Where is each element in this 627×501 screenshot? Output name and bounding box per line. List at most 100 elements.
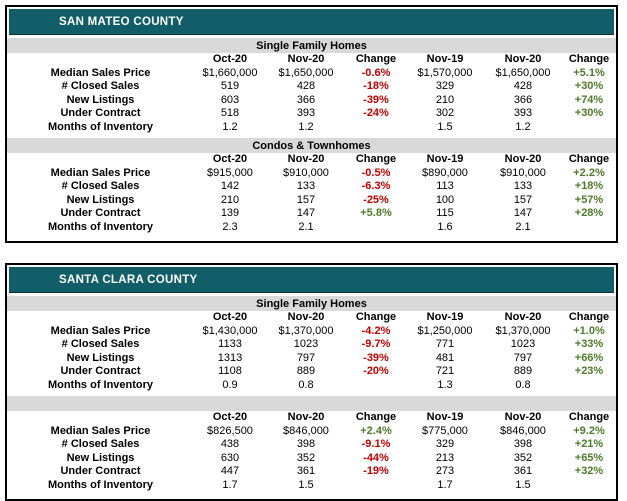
column-header: Oct-20 [212,53,248,66]
value-cell: 147 [513,207,533,220]
value-cell: 518 [220,107,240,120]
value-cell: 721 [435,365,455,378]
value-cell: 366 [513,93,533,106]
value-cell: 0.9 [222,378,238,391]
santa-clara-county-table: SANTA CLARA COUNTY Single Family Homes Oc… [5,263,618,501]
column-header: Change [568,153,610,166]
column-header: Nov-19 [426,411,464,424]
change-cell: -19% [363,465,389,478]
section-title-band [7,396,616,411]
row-label: Months of Inventory [47,120,154,133]
value-cell: 603 [220,93,240,106]
value-cell: 1313 [217,351,243,364]
value-cell: $1,370,000 [278,324,334,337]
section-1: Condos & Townhomes Oct-20 Nov-20 Change Nov-… [7,138,616,234]
data-row: Under Contract 447 361 -19% 273 361 +32% [7,465,616,479]
county-title: SANTA CLARA COUNTY [59,273,198,286]
value-cell: 2.1 [515,220,531,233]
value-cell: 428 [513,80,533,93]
header-row: Oct-20 Nov-20 Change Nov-19 Nov-20 Change [7,53,616,67]
table-body: Single Family Homes Oct-20 Nov-20 Change Nov… [7,296,616,499]
row-label: Under Contract [60,107,141,120]
change-cell: -44% [363,451,389,464]
row-label: Median Sales Price [50,166,151,179]
value-cell: 428 [296,80,316,93]
column-header: Change [568,53,610,66]
value-cell: 1.5 [437,120,453,133]
row-label: New Listings [66,451,135,464]
change-cell: -24% [363,107,389,120]
value-cell: 133 [296,180,316,193]
value-cell: $1,660,000 [202,66,258,79]
column-header: Nov-20 [504,411,542,424]
change-cell: +1.0% [573,324,605,337]
change-cell: -6.3% [361,180,391,193]
value-cell: 1.2 [222,120,238,133]
change-cell: -18% [363,80,389,93]
value-cell: 1023 [293,338,319,351]
value-cell: 393 [513,107,533,120]
data-row: New Listings 1313 797 -39% 481 797 +66% [7,352,616,366]
value-cell: 361 [296,465,316,478]
value-cell: 1.2 [515,120,531,133]
section-0: Single Family Homes Oct-20 Nov-20 Change Nov… [7,296,616,392]
data-row: # Closed Sales 438 398 -9.1% 329 398 +21% [7,438,616,452]
change-cell: +33% [574,338,604,351]
value-cell: 2.1 [298,220,314,233]
value-cell: 519 [220,80,240,93]
change-cell: -25% [363,193,389,206]
column-header: Oct-20 [212,153,248,166]
value-cell: 393 [296,107,316,120]
change-cell: -0.5% [361,166,391,179]
section-1: Oct-20 Nov-20 Change Nov-19 Nov-20 Change Medi… [7,396,616,492]
data-row: # Closed Sales 142 133 -6.3% 113 133 +18% [7,180,616,194]
value-cell: 329 [435,438,455,451]
value-cell: $1,650,000 [495,66,551,79]
value-cell: 273 [435,465,455,478]
value-cell: $1,650,000 [278,66,334,79]
data-row: # Closed Sales 1133 1023 -9.7% 771 1023 +33% [7,338,616,352]
value-cell: 1133 [218,338,242,351]
change-cell: +28% [574,207,604,220]
data-row: Months of Inventory 0.9 0.8 1.3 0.8 [7,379,616,393]
section-title-band: Single Family Homes [7,296,616,311]
row-label: # Closed Sales [61,80,140,93]
change-cell: +5.8% [360,207,392,220]
column-header: Oct-20 [212,411,248,424]
change-cell: +23% [574,365,604,378]
value-cell: 1.5 [515,478,531,491]
column-header: Oct-20 [212,311,248,324]
change-cell: +57% [574,193,604,206]
column-header: Nov-20 [287,53,325,66]
data-row: Months of Inventory 1.7 1.5 1.7 1.5 [7,479,616,493]
section-title-band: Condos & Townhomes [7,138,616,153]
change-cell: +66% [574,351,604,364]
column-header: Change [355,311,397,324]
row-label: # Closed Sales [61,180,140,193]
change-cell: +74% [574,93,604,106]
row-label: Median Sales Price [50,66,151,79]
change-cell: +5.1% [573,66,605,79]
value-cell: 481 [435,351,455,364]
header-row: Oct-20 Nov-20 Change Nov-19 Nov-20 Change [7,153,616,167]
change-cell: +2.4% [360,424,392,437]
value-cell: $1,570,000 [417,66,473,79]
change-cell: -9.7% [361,338,391,351]
change-cell: -39% [363,351,389,364]
change-cell: +21% [574,438,604,451]
change-cell: -9.1% [361,438,391,451]
value-cell: 1023 [510,338,536,351]
row-label: Under Contract [60,207,141,220]
value-cell: $775,000 [422,424,468,437]
value-cell: 100 [435,193,455,206]
value-cell: 447 [220,465,240,478]
value-cell: 889 [296,365,316,378]
change-cell: +32% [574,465,604,478]
column-header: Change [355,411,397,424]
value-cell: 1.2 [298,120,314,133]
column-header: Change [355,153,397,166]
value-cell: 1.7 [222,478,238,491]
value-cell: 210 [220,193,240,206]
san-mateo-county-table: SAN MATEO COUNTY Single Family Homes Oct-… [5,5,618,243]
value-cell: $910,000 [500,166,546,179]
